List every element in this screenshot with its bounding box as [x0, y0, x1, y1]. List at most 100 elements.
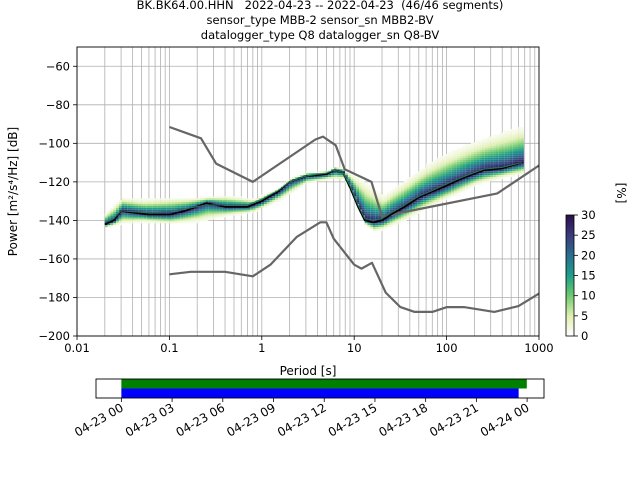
histogram-cell — [442, 182, 446, 185]
histogram-cell — [493, 153, 496, 156]
histogram-cell — [434, 190, 438, 193]
histogram-cell — [269, 202, 273, 205]
histogram-cell — [110, 217, 114, 220]
histogram-cell — [373, 211, 376, 214]
histogram-cell — [409, 188, 413, 191]
histogram-cell — [495, 177, 499, 179]
histogram-cell — [462, 186, 466, 189]
histogram-cell — [392, 205, 396, 208]
histogram-cell — [191, 209, 195, 212]
histogram-cell — [143, 215, 147, 218]
histogram-cell — [185, 221, 189, 224]
histogram-cell — [437, 184, 441, 187]
histogram-cell — [163, 211, 167, 214]
histogram-cell — [481, 144, 485, 147]
histogram-cell — [509, 128, 513, 131]
histogram-cell — [244, 211, 248, 214]
histogram-cell — [216, 207, 220, 210]
histogram-cell — [392, 200, 396, 203]
histogram-cell — [194, 213, 198, 216]
histogram-cell — [406, 188, 410, 191]
histogram-cell — [400, 219, 404, 222]
histogram-cell — [375, 221, 379, 224]
histogram-cell — [308, 178, 312, 181]
histogram-cell — [473, 152, 477, 154]
histogram-cell — [442, 157, 446, 160]
histogram-cell — [440, 171, 443, 174]
histogram-cell — [479, 173, 482, 176]
histogram-cell — [392, 217, 396, 220]
histogram-cell — [127, 198, 130, 201]
histogram-cell — [361, 188, 365, 191]
histogram-cell — [521, 161, 524, 164]
histogram-cell — [512, 173, 516, 176]
histogram-cell — [412, 177, 415, 179]
histogram-cell — [440, 173, 443, 176]
histogram-cell — [319, 178, 323, 181]
histogram-cell — [183, 204, 186, 206]
histogram-cell — [434, 200, 438, 203]
histogram-cell — [155, 207, 158, 210]
histogram-cell — [177, 204, 181, 206]
histogram-cell — [448, 153, 452, 156]
histogram-cell — [297, 182, 301, 185]
histogram-cell — [283, 196, 287, 199]
histogram-cell — [456, 165, 460, 168]
histogram-cell — [216, 213, 220, 216]
histogram-cell — [481, 178, 485, 181]
histogram-cell — [498, 150, 502, 153]
histogram-cell — [210, 196, 214, 199]
histogram-cell — [468, 182, 471, 185]
histogram-cell — [314, 175, 318, 178]
histogram-cell — [364, 188, 368, 191]
histogram-cell — [426, 169, 429, 172]
histogram-cell — [238, 196, 242, 199]
histogram-cell — [367, 213, 371, 216]
histogram-cell — [210, 200, 214, 203]
histogram-cell — [507, 140, 510, 143]
histogram-cell — [417, 177, 421, 179]
histogram-cell — [512, 152, 516, 154]
histogram-cell — [370, 205, 374, 208]
histogram-cell — [361, 200, 365, 203]
histogram-cell — [479, 163, 482, 166]
histogram-cell — [356, 180, 360, 183]
histogram-cell — [493, 159, 496, 162]
histogram-cell — [437, 159, 441, 162]
histogram-cell — [177, 198, 181, 201]
histogram-cell — [484, 153, 488, 156]
histogram-cell — [493, 144, 496, 147]
histogram-cell — [138, 209, 142, 212]
histogram-cell — [115, 202, 119, 205]
histogram-cell — [373, 213, 376, 216]
histogram-cell — [373, 225, 376, 228]
histogram-cell — [476, 177, 480, 179]
histogram-cell — [146, 198, 150, 201]
histogram-cell — [498, 165, 502, 168]
histogram-cell — [331, 175, 334, 178]
histogram-cell — [512, 140, 516, 143]
histogram-cell — [127, 204, 130, 206]
histogram-cell — [440, 157, 443, 160]
histogram-cell — [473, 155, 477, 158]
histogram-cell — [420, 205, 424, 208]
histogram-cell — [454, 171, 457, 174]
histogram-cell — [428, 167, 432, 170]
histogram-cell — [420, 186, 424, 189]
histogram-cell — [375, 219, 379, 222]
histogram-cell — [333, 177, 337, 179]
histogram-cell — [406, 194, 410, 197]
histogram-cell — [384, 227, 387, 230]
histogram-cell — [487, 140, 491, 143]
histogram-cell — [331, 167, 334, 170]
histogram-cell — [498, 169, 502, 172]
histogram-cell — [149, 219, 153, 222]
histogram-cell — [484, 146, 488, 149]
histogram-cell — [224, 211, 228, 214]
histogram-cell — [107, 213, 111, 216]
histogram-cell — [141, 209, 144, 212]
histogram-cell — [280, 192, 284, 195]
histogram-cell — [222, 200, 225, 203]
histogram-cell — [135, 202, 139, 205]
histogram-cell — [361, 182, 365, 185]
